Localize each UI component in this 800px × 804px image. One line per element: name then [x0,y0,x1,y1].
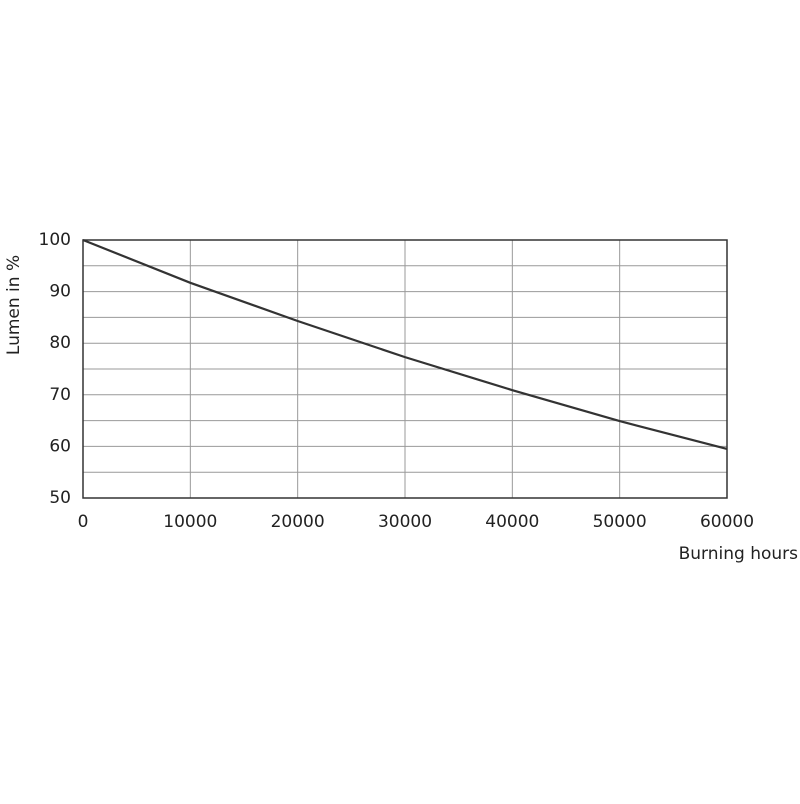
x-tick-label: 20000 [271,512,325,532]
plot-border [82,239,728,499]
x-tick-label: 0 [78,512,89,532]
y-tick-label: 100 [39,230,71,250]
line [82,238,728,451]
y-tick-label: 60 [49,436,71,456]
y-tick-label: 90 [49,282,71,302]
y-axis-label: Lumen in % [4,255,24,355]
x-axis-label: Burning hours [679,544,799,564]
y-tick-label: 80 [49,333,71,353]
x-tick-label: 30000 [378,512,432,532]
x-tick-label: 50000 [593,512,647,532]
x-tick-label: 40000 [485,512,539,532]
y-tick-label: 70 [49,385,71,405]
y-tick-label: 50 [49,488,71,508]
x-tick-label: 60000 [700,512,754,532]
x-tick-label: 10000 [163,512,217,532]
